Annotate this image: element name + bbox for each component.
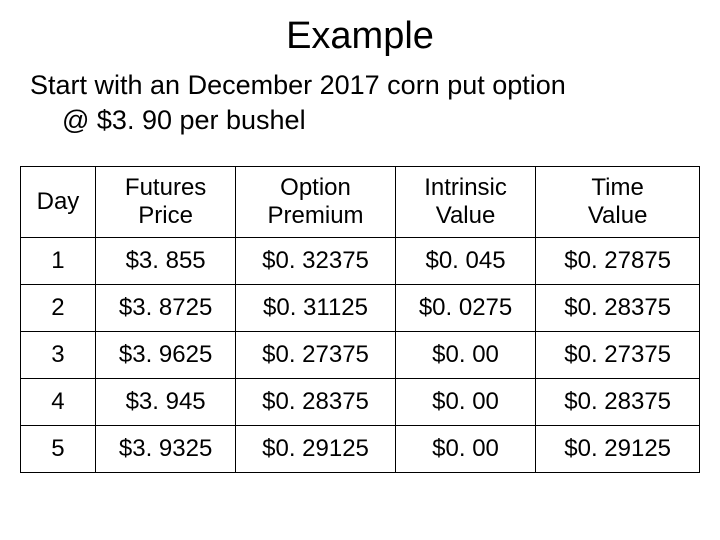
cell-time-value: $0. 27875 (536, 238, 700, 285)
cell-day: 4 (21, 379, 96, 426)
cell-day: 1 (21, 238, 96, 285)
cell-intrinsic-value: $0. 00 (395, 426, 536, 473)
cell-intrinsic-value: $0. 00 (395, 332, 536, 379)
slide-title: Example (20, 15, 700, 58)
table-row: 4 $3. 945 $0. 28375 $0. 00 $0. 28375 (21, 379, 700, 426)
cell-futures-price: $3. 945 (95, 379, 235, 426)
cell-futures-price: $3. 8725 (95, 285, 235, 332)
cell-futures-price: $3. 855 (95, 238, 235, 285)
cell-intrinsic-value: $0. 045 (395, 238, 536, 285)
cell-day: 3 (21, 332, 96, 379)
cell-time-value: $0. 28375 (536, 285, 700, 332)
table-row: 5 $3. 9325 $0. 29125 $0. 00 $0. 29125 (21, 426, 700, 473)
options-table: Day FuturesPrice OptionPremium Intrinsic… (20, 166, 700, 473)
cell-futures-price: $3. 9625 (95, 332, 235, 379)
cell-intrinsic-value: $0. 00 (395, 379, 536, 426)
col-header-option-premium: OptionPremium (236, 167, 396, 238)
col-header-futures-price: FuturesPrice (95, 167, 235, 238)
subtitle-line-1: Start with an December 2017 corn put opt… (30, 68, 700, 103)
cell-time-value: $0. 29125 (536, 426, 700, 473)
cell-option-premium: $0. 27375 (236, 332, 396, 379)
subtitle-line-2: @ $3. 90 per bushel (30, 103, 700, 138)
table-header-row: Day FuturesPrice OptionPremium Intrinsic… (21, 167, 700, 238)
cell-intrinsic-value: $0. 0275 (395, 285, 536, 332)
table-row: 1 $3. 855 $0. 32375 $0. 045 $0. 27875 (21, 238, 700, 285)
col-header-time-value: TimeValue (536, 167, 700, 238)
cell-day: 5 (21, 426, 96, 473)
cell-time-value: $0. 28375 (536, 379, 700, 426)
cell-option-premium: $0. 28375 (236, 379, 396, 426)
slide-container: Example Start with an December 2017 corn… (0, 0, 720, 493)
cell-option-premium: $0. 32375 (236, 238, 396, 285)
table-row: 3 $3. 9625 $0. 27375 $0. 00 $0. 27375 (21, 332, 700, 379)
cell-option-premium: $0. 31125 (236, 285, 396, 332)
cell-futures-price: $3. 9325 (95, 426, 235, 473)
cell-time-value: $0. 27375 (536, 332, 700, 379)
table-row: 2 $3. 8725 $0. 31125 $0. 0275 $0. 28375 (21, 285, 700, 332)
slide-subtitle: Start with an December 2017 corn put opt… (30, 68, 700, 138)
cell-day: 2 (21, 285, 96, 332)
cell-option-premium: $0. 29125 (236, 426, 396, 473)
col-header-day: Day (21, 167, 96, 238)
col-header-intrinsic-value: IntrinsicValue (395, 167, 536, 238)
